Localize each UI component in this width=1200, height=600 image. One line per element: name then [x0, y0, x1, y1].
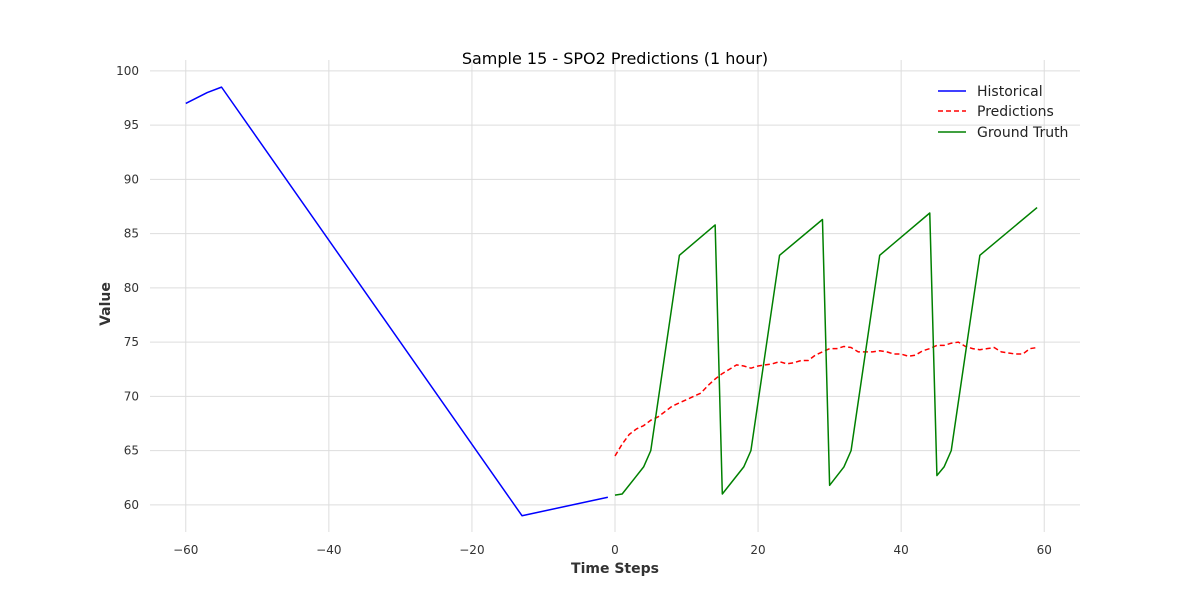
x-tick-label: 60	[1037, 543, 1052, 557]
x-tick-label: 20	[750, 543, 765, 557]
x-gridlines	[185, 60, 1045, 532]
y-tick-label: 75	[124, 335, 139, 349]
y-tick-labels: 60 65 70 75 80 85 90 95 100	[116, 64, 139, 512]
series-line-historical	[185, 86, 609, 517]
x-tick-label: 40	[894, 543, 909, 557]
y-tick-label: 70	[124, 389, 139, 403]
x-tick-label: −20	[459, 543, 484, 557]
y-tick-label: 65	[124, 444, 139, 458]
series-line-ground-truth	[614, 206, 1038, 496]
y-tick-label: 85	[124, 227, 139, 241]
legend: Historical Predictions Ground Truth	[938, 84, 1068, 141]
x-tick-label: 0	[611, 543, 619, 557]
y-tick-label: 60	[124, 498, 139, 512]
legend-label-historical: Historical	[977, 84, 1043, 100]
x-tick-label: −60	[173, 543, 198, 557]
chart-title: Sample 15 - SPO2 Predictions (1 hour)	[462, 49, 768, 68]
series-layer	[185, 86, 1038, 517]
y-gridlines	[150, 70, 1080, 506]
y-tick-label: 80	[124, 281, 139, 295]
y-tick-label: 100	[116, 64, 139, 78]
legend-label-predictions: Predictions	[977, 104, 1054, 120]
x-tick-label: −40	[316, 543, 341, 557]
y-axis-label: Value	[98, 282, 114, 326]
x-axis-label: Time Steps	[571, 561, 659, 577]
y-tick-label: 90	[124, 172, 139, 186]
x-tick-labels: −60 −40 −20 0 20 40 60	[173, 543, 1052, 557]
legend-label-ground-truth: Ground Truth	[977, 125, 1068, 141]
y-tick-label: 95	[124, 118, 139, 132]
